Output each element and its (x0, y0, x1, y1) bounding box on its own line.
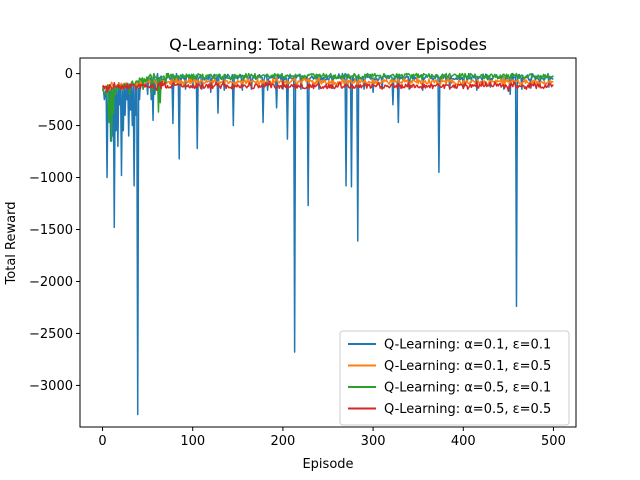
x-tick-label: 100 (180, 434, 205, 449)
legend-label-3: Q-Learning: α=0.5, ε=0.1 (384, 381, 551, 396)
x-tick-label: 200 (270, 434, 295, 449)
x-tick-label: 400 (451, 434, 476, 449)
legend-box (339, 330, 570, 426)
y-tick-label: −1500 (29, 223, 73, 238)
plot-frame (79, 57, 577, 428)
x-tick-label: 0 (98, 434, 106, 449)
series-line-4 (101, 80, 554, 94)
legend-label-4: Q-Learning: α=0.5, ε=0.5 (384, 402, 551, 417)
y-axis-label: Total Reward (4, 202, 19, 286)
series-line-3 (101, 72, 554, 142)
y-tick-label: −2000 (29, 275, 73, 290)
x-tick-label: 500 (541, 434, 566, 449)
chart-title: Q-Learning: Total Reward over Episodes (169, 35, 487, 54)
legend-label-2: Q-Learning: α=0.1, ε=0.5 (384, 359, 551, 374)
series-line-2 (102, 76, 554, 96)
y-tick-label: −2500 (29, 327, 73, 342)
legend-label-1: Q-Learning: α=0.1, ε=0.1 (384, 338, 551, 353)
x-tick-label: 300 (361, 434, 386, 449)
axes: 0 100 200 300 400 500 0 −500 −1000 −1500 −2000 −250… (29, 57, 577, 449)
y-tick-label: 0 (65, 67, 73, 82)
x-axis-label: Episode (302, 457, 353, 472)
y-tick-label: −3000 (29, 379, 73, 394)
legend: Q-Learning: α=0.1, ε=0.1 Q-Learning: α=0.… (339, 330, 570, 426)
y-tick-label: −500 (37, 119, 73, 134)
y-tick-label: −1000 (29, 171, 73, 186)
plot-area (101, 72, 554, 416)
